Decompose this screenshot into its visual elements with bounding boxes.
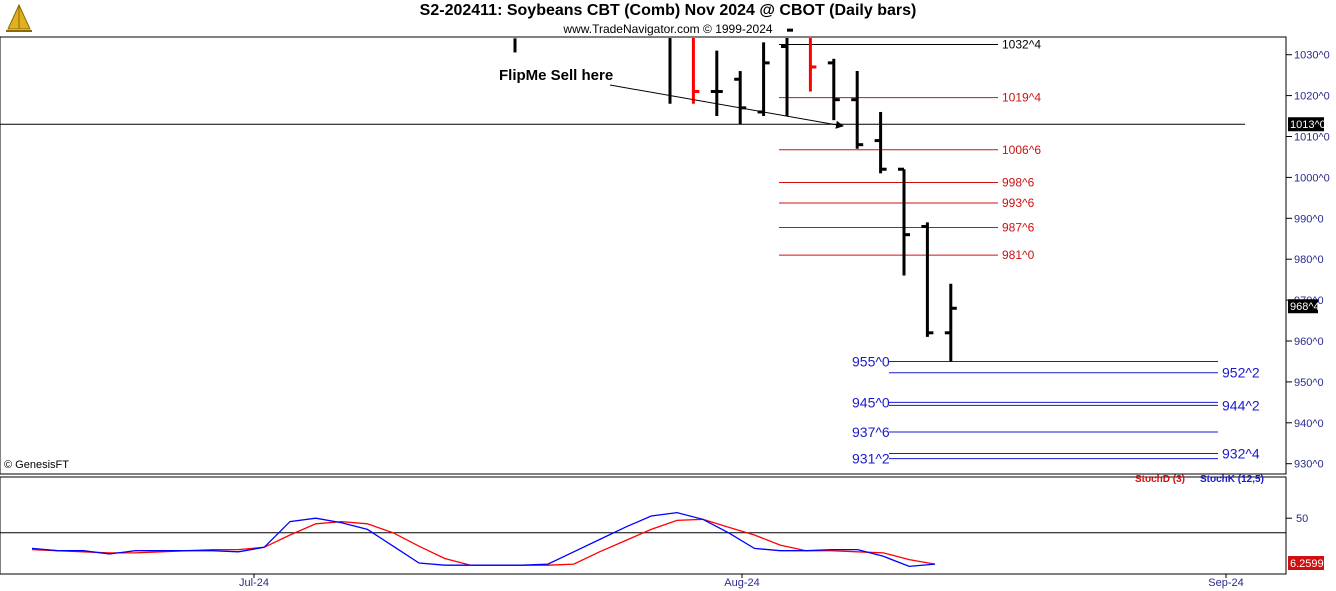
resistance-label: 1032^4: [1002, 37, 1041, 51]
resistance-label: 998^6: [1002, 176, 1035, 190]
resistance-label: 981^0: [1002, 248, 1035, 262]
y-tick-label: 940^0: [1294, 418, 1324, 430]
stoch-value-label: 6.2599: [1290, 558, 1324, 570]
resistance-label: 1019^4: [1002, 91, 1041, 105]
stoch-value-badge: [1288, 556, 1324, 570]
support-label: 931^2: [852, 451, 890, 467]
support-label: 937^6: [852, 424, 890, 440]
support-label: 955^0: [852, 353, 890, 369]
y-tick-label: 1020^0: [1294, 91, 1330, 103]
resistance-label: 987^6: [1002, 221, 1035, 235]
support-label: 944^2: [1222, 397, 1260, 413]
price-axis: 930^0940^0950^0960^0970^0980^0990^01000^…: [1286, 50, 1330, 471]
y-tick-label: 1000^0: [1294, 172, 1330, 184]
last-price-label: 968^4: [1290, 301, 1320, 313]
chart-subtitle: www.TradeNavigator.com © 1999-2024: [563, 22, 773, 36]
copyright-label: © GenesisFT: [4, 459, 69, 471]
stoch-tick-label: 50: [1296, 513, 1308, 525]
current-price-label: 1013^0: [1290, 119, 1326, 131]
y-tick-label: 980^0: [1294, 254, 1324, 266]
support-label: 952^2: [1222, 365, 1260, 381]
chart-header: S2-202411: Soybeans CBT (Comb) Nov 2024 …: [0, 0, 1336, 37]
stochastic-lines: 50 6.2599: [0, 511, 1324, 570]
x-tick-label: Sep-24: [1208, 577, 1243, 589]
date-axis: Jul-24 Aug-24 Sep-24: [239, 574, 1244, 589]
last-price-badge: [1288, 299, 1318, 314]
stoch-k-line: [31, 511, 936, 568]
legend-stoch-k: StochK (12,5): [1200, 474, 1264, 485]
y-tick-label: 990^0: [1294, 213, 1324, 225]
price-panel: [0, 36, 1287, 475]
support-label: 945^0: [852, 394, 890, 410]
y-tick-label: 960^0: [1294, 336, 1324, 348]
x-tick-label: Jul-24: [239, 577, 269, 589]
legend-stoch-d: StochD (3): [1135, 474, 1185, 485]
price-bars: [513, 28, 957, 362]
current-price-badge: [1288, 117, 1324, 132]
flipme-annotation: FlipMe Sell here: [499, 67, 613, 84]
y-tick-label: 950^0: [1294, 377, 1324, 389]
price-levels: 1032^4 1019^4 1006^6 998^6 993^6 987^6 981^0 95…: [0, 37, 1326, 467]
y-tick-label: 930^0: [1294, 459, 1324, 471]
resistance-label: 993^6: [1002, 196, 1035, 210]
support-label: 932^4: [1222, 445, 1260, 461]
x-tick-label: Aug-24: [724, 577, 759, 589]
y-tick-label: 1010^0: [1294, 132, 1330, 144]
stochastic-panel: [0, 476, 1287, 575]
resistance-label: 1006^6: [1002, 143, 1041, 157]
y-tick-label: 1030^0: [1294, 50, 1330, 62]
chart-title: S2-202411: Soybeans CBT (Comb) Nov 2024 …: [419, 2, 917, 19]
genesis-logo-icon: [6, 3, 32, 32]
annotation-arrow: [609, 84, 844, 129]
